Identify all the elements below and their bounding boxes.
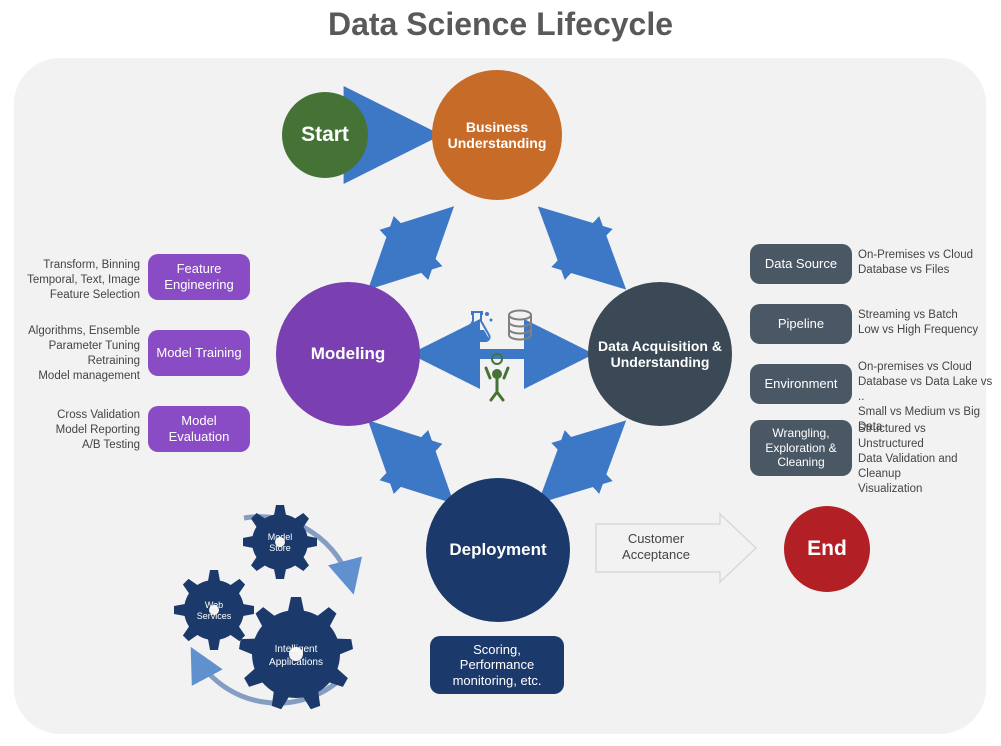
wrangling-caption: Structured vs UnstructuredData Validatio… [858,422,994,497]
model-training-caption: Algorithms, EnsembleParameter TuningRetr… [18,324,140,384]
feature-engineering-box: Feature Engineering [148,254,250,300]
svg-text:Applications: Applications [269,657,323,668]
data-source-box: Data Source [750,244,852,284]
page-title: Data Science Lifecycle [0,6,1001,43]
svg-text:Intelligent: Intelligent [275,644,318,655]
database-icon [509,311,531,340]
model-evaluation-caption: Cross ValidationModel ReportingA/B Testi… [18,408,140,453]
environment-box: Environment [750,364,852,404]
arrow-modeling-deploy [378,430,444,494]
gears-cluster: Model Store Web Services [174,505,354,710]
scoring-box: Scoring, Performance monitoring, etc. [430,636,564,694]
data-source-caption: On-Premises vs CloudDatabase vs Files [858,248,988,278]
arrow-business-modeling [378,216,444,280]
model-training-box: Model Training [148,330,250,376]
arrow-data-deploy [548,430,616,494]
gear-web-services [174,570,254,650]
customer-acceptance-label-2: Acceptance [622,547,690,562]
flask-icon [464,312,492,342]
deployment-circle: Deployment [426,478,570,622]
modeling-circle: Modeling [276,282,420,426]
page: Data Science Lifecycle Customer A [0,0,1001,746]
arrow-business-data [548,216,616,280]
svg-text:Services: Services [197,611,232,621]
pipeline-box: Pipeline [750,304,852,344]
gear-model-store [243,505,317,579]
svg-text:Model: Model [268,532,293,542]
end-circle: End [784,506,870,592]
business-understanding-circle: Business Understanding [432,70,562,200]
svg-text:Web: Web [205,600,223,610]
feature-engineering-caption: Transform, BinningTemporal, Text, ImageF… [18,258,140,303]
person-icon [486,354,508,400]
start-circle: Start [282,92,368,178]
data-acquisition-circle: Data Acquisition & Understanding [588,282,732,426]
customer-acceptance-label-1: Customer [628,531,685,546]
svg-text:Store: Store [269,543,291,553]
diagram-panel: Customer Acceptance [14,58,986,734]
pipeline-caption: Streaming vs BatchLow vs High Frequency [858,308,988,338]
model-evaluation-box: Model Evaluation [148,406,250,452]
wrangling-box: Wrangling, Exploration & Cleaning [750,420,852,476]
